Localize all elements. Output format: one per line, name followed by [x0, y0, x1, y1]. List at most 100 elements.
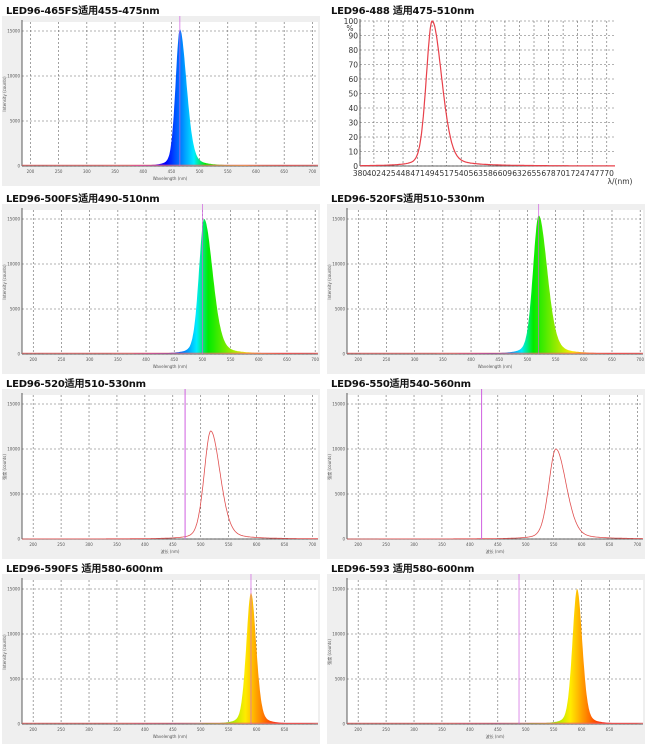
x-axis-label: Wavelength (nm) — [153, 364, 188, 369]
x-tick-label: 250 — [383, 357, 391, 362]
y-tick-label: 5000 — [10, 307, 21, 312]
plot-area — [22, 395, 318, 539]
x-tick-label: 700 — [634, 542, 642, 547]
spectrum-fill — [22, 592, 318, 724]
y-tick-label: 5000 — [10, 119, 21, 124]
x-tick-label: 450 — [169, 727, 177, 732]
spectrum-line — [347, 448, 643, 540]
x-tick-label: 500 — [197, 542, 205, 547]
y-tick-label: 5000 — [10, 492, 21, 497]
x-tick-label: 650 — [606, 542, 614, 547]
x-axis-label: 波长 (nm) — [161, 548, 180, 554]
x-tick-label: 650 — [280, 169, 288, 174]
x-tick-label: 350 — [439, 357, 447, 362]
x-tick-label: 200 — [27, 169, 35, 174]
chart-panel: LED96-550适用540-560nm 200 250 300 350 400 450 50… — [325, 373, 650, 560]
x-tick-label: 600 — [578, 542, 586, 547]
x-tick-label: 350 — [111, 169, 119, 174]
y-tick-label: 15000 — [7, 29, 20, 34]
x-tick-label: 200 — [354, 357, 362, 362]
x-tick-label: 700 — [309, 169, 317, 174]
x-tick-label: 650 — [606, 727, 614, 732]
x-tick-label: 500 — [522, 727, 530, 732]
y-tick-label: 15000 — [332, 217, 345, 222]
x-tick-label: 350 — [114, 357, 122, 362]
plot-area — [347, 580, 643, 724]
x-tick-label: 450 — [169, 542, 177, 547]
x-tick-label: 550 — [225, 542, 233, 547]
y-tick-label: 0 — [17, 164, 20, 169]
x-tick-label: 400 — [467, 357, 475, 362]
chart-svg: 380 402 425 448 471 494 517 540 563 586 609 632 655 6… — [344, 17, 633, 186]
chart-title: LED96-520FS适用510-530nm — [331, 194, 485, 205]
x-tick-label: 600 — [578, 727, 586, 732]
y-tick-label: 0 — [342, 352, 345, 357]
x-tick-label: 448 — [396, 169, 411, 178]
x-tick-label: 650 — [281, 727, 289, 732]
x-tick-label: 300 — [410, 542, 418, 547]
y-axis-label: Intensity (counts) — [2, 76, 7, 112]
x-tick-label: 700 — [311, 357, 319, 362]
plot-area — [347, 395, 643, 539]
chart-svg: 200 250 300 350 400 450 500 550 600 650 0 5000 10000… — [2, 574, 318, 739]
y-tick-label: 0 — [17, 352, 20, 357]
y-tick-label: 15000 — [7, 402, 20, 407]
x-axis-label: Wavelength (nm) — [478, 364, 513, 369]
chart-title: LED96-500FS适用490-510nm — [6, 194, 160, 205]
plot-area — [22, 580, 318, 724]
x-tick-label: 700 — [636, 357, 644, 362]
x-tick-label: 747 — [585, 169, 600, 178]
x-tick-label: 300 — [85, 542, 93, 547]
y-tick-label: 0 — [342, 537, 345, 542]
x-tick-label: 700 — [309, 542, 317, 547]
y-tick-label: 10000 — [332, 632, 345, 637]
x-tick-label: 600 — [255, 357, 263, 362]
y-axis-label: Intensity (counts) — [2, 264, 7, 300]
x-tick-label: 200 — [29, 727, 37, 732]
x-tick-label: 500 — [196, 169, 204, 174]
plot-area — [22, 210, 318, 354]
chart-title: LED96-550适用540-560nm — [331, 379, 471, 390]
chart-title: LED96-590FS 适用580-600nm — [6, 564, 163, 575]
x-tick-label: 550 — [550, 542, 558, 547]
x-tick-label: 200 — [29, 357, 37, 362]
chart-title: LED96-520适用510-530nm — [6, 379, 146, 390]
x-tick-label: 250 — [58, 357, 66, 362]
y-tick-label: 0 — [17, 722, 20, 727]
y-axis-label: 强度 (counts) — [326, 454, 332, 480]
y-tick-label: 80 — [348, 46, 358, 55]
x-tick-label: 650 — [283, 357, 291, 362]
y-tick-label: 100 — [344, 17, 359, 26]
x-tick-label: 632 — [512, 169, 527, 178]
chart-title: LED96-488 适用475-510nm — [331, 6, 475, 17]
x-axis-label: 波长 (nm) — [486, 733, 505, 739]
x-tick-label: 350 — [438, 727, 446, 732]
x-tick-label: 600 — [580, 357, 588, 362]
x-tick-label: 471 — [410, 169, 425, 178]
x-tick-label: 300 — [86, 357, 94, 362]
y-tick-label: 0 — [17, 537, 20, 542]
plot-area — [22, 22, 318, 166]
y-tick-label: 10000 — [7, 74, 20, 79]
y-tick-label: 15000 — [332, 587, 345, 592]
x-tick-label: 425 — [381, 169, 396, 178]
x-tick-label: 300 — [411, 357, 419, 362]
x-axis-label: 波长 (nm) — [486, 548, 505, 554]
x-tick-label: 550 — [552, 357, 560, 362]
x-tick-label: 600 — [252, 169, 260, 174]
chart-svg: 200 250 300 350 400 450 500 550 600 650 700 0 5000 10… — [1, 389, 318, 554]
y-tick-label: 10000 — [332, 262, 345, 267]
chart-panel: LED96-590FS 适用580-600nm 200 250 300 350 400 45… — [0, 558, 325, 745]
chart-panel: LED96-500FS适用490-510nm 200 250 300 350 400 450… — [0, 188, 325, 375]
y-tick-label: 5000 — [335, 307, 346, 312]
y-tick-label: 10000 — [7, 632, 20, 637]
chart-svg: 200 250 300 350 400 450 500 550 600 650 700 0 5000 10… — [2, 204, 319, 369]
x-tick-label: 609 — [498, 169, 513, 178]
chart-panel: LED96-593 适用580-600nm 200 250 300 350 400 450 5… — [325, 558, 650, 745]
y-tick-label: 60 — [348, 75, 358, 84]
x-tick-label: 400 — [142, 357, 150, 362]
y-axis-label: 强度 (counts) — [1, 454, 7, 480]
x-tick-label: 500 — [199, 357, 207, 362]
x-tick-label: 402 — [367, 169, 382, 178]
x-tick-label: 400 — [466, 542, 474, 547]
